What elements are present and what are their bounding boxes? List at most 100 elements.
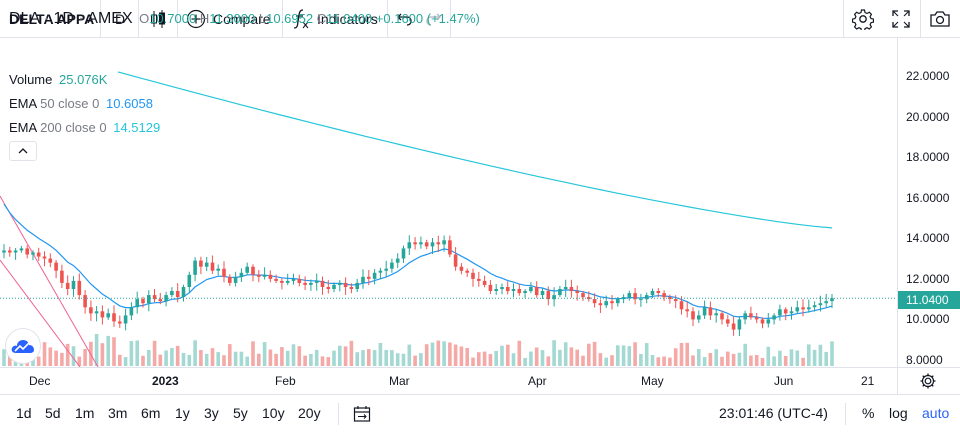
volume-bar bbox=[639, 353, 643, 366]
settings-button[interactable] bbox=[852, 0, 874, 38]
volume-bar bbox=[338, 345, 342, 366]
volume-bar bbox=[199, 350, 203, 366]
candle-body bbox=[320, 280, 325, 287]
range-5d[interactable]: 5d bbox=[45, 405, 61, 421]
range-1d[interactable]: 1d bbox=[16, 405, 32, 421]
interval-button[interactable]: D bbox=[110, 0, 130, 38]
range-3m[interactable]: 3m bbox=[108, 405, 128, 421]
chart-pane[interactable] bbox=[0, 38, 897, 367]
low-label: L bbox=[258, 11, 267, 26]
ema50-value: 10.6058 bbox=[105, 96, 153, 111]
candle-body bbox=[442, 240, 446, 245]
volume-bar bbox=[563, 342, 568, 366]
log-toggle[interactable]: log bbox=[889, 405, 908, 421]
volume-bar bbox=[650, 355, 655, 366]
time-axis[interactable]: Dec 2023 Feb Mar Apr May Jun 21 bbox=[0, 367, 960, 395]
volume-bar bbox=[558, 349, 562, 366]
volume-bar bbox=[326, 357, 331, 366]
logo-button[interactable] bbox=[5, 328, 41, 364]
snapshot-button[interactable] bbox=[929, 0, 951, 38]
ema50-label: EMA bbox=[9, 96, 37, 111]
legend-main: DLA · 1D · AMEX O10.7000 H11.3000 L10.69… bbox=[9, 10, 480, 28]
percent-toggle[interactable]: % bbox=[862, 405, 875, 421]
candle-body bbox=[685, 309, 689, 312]
candle-body bbox=[581, 293, 585, 298]
volume-bar bbox=[581, 355, 585, 366]
volume-bar bbox=[233, 351, 238, 366]
compare-button[interactable]: Compare bbox=[186, 0, 271, 38]
candle-body bbox=[436, 242, 441, 245]
range-5y[interactable]: 5y bbox=[233, 405, 248, 421]
range-20y[interactable]: 20y bbox=[298, 405, 321, 421]
candle-body bbox=[187, 274, 192, 287]
symbol-search[interactable]: DELTA APPA bbox=[0, 0, 109, 38]
candle-body bbox=[477, 278, 481, 281]
ema200-params: 200 close 0 bbox=[40, 120, 107, 135]
candle-body bbox=[714, 313, 718, 316]
volume-bar bbox=[714, 349, 718, 366]
candle-body bbox=[471, 272, 475, 279]
indicators-label: Indicators bbox=[317, 11, 378, 27]
range-1m[interactable]: 1m bbox=[75, 405, 95, 421]
time-tick: 2023 bbox=[152, 374, 179, 388]
candle-body bbox=[627, 293, 632, 298]
candle-body bbox=[361, 276, 365, 283]
gear-icon bbox=[852, 9, 874, 30]
price-scale[interactable]: 22.0000 20.0000 18.0000 16.0000 14.0000 … bbox=[897, 38, 960, 367]
chart-style-button[interactable] bbox=[148, 0, 168, 38]
volume-bar bbox=[587, 343, 591, 366]
range-6m[interactable]: 6m bbox=[141, 405, 161, 421]
volume-bar bbox=[453, 344, 458, 366]
open-label: O bbox=[139, 11, 150, 26]
clock[interactable]: 23:01:46 (UTC-4) bbox=[719, 405, 828, 421]
auto-toggle[interactable]: auto bbox=[922, 405, 950, 421]
legend-collapse-button[interactable] bbox=[9, 141, 37, 161]
undo-button[interactable] bbox=[396, 0, 414, 38]
volume-bar bbox=[534, 347, 539, 366]
time-tick: Apr bbox=[528, 374, 547, 388]
go-to-date-button[interactable] bbox=[353, 405, 371, 428]
volume-bar bbox=[477, 352, 481, 366]
volume-bar bbox=[343, 346, 348, 366]
volume-bar bbox=[187, 354, 192, 366]
candle-body bbox=[31, 252, 35, 255]
candle-body bbox=[575, 291, 579, 293]
volume-value: 25.076K bbox=[59, 72, 108, 87]
legend-volume[interactable]: Volume 25.076K bbox=[9, 72, 107, 87]
volume-bar bbox=[616, 345, 620, 366]
range-1y[interactable]: 1y bbox=[175, 405, 190, 421]
candle-body bbox=[453, 254, 458, 267]
candle-body bbox=[621, 297, 626, 300]
volume-bar bbox=[488, 354, 493, 366]
volume-bar bbox=[749, 355, 753, 366]
price-tick: 22.0000 bbox=[906, 69, 950, 83]
redo-button[interactable] bbox=[424, 0, 442, 38]
fullscreen-button[interactable] bbox=[891, 0, 911, 38]
legend-interval: 1D bbox=[53, 10, 74, 27]
price-tick: 10.0000 bbox=[906, 312, 950, 326]
volume-bar bbox=[349, 340, 354, 366]
candle-body bbox=[262, 274, 267, 277]
candle-body bbox=[679, 301, 684, 310]
candle-body bbox=[818, 303, 823, 306]
range-3y[interactable]: 3y bbox=[204, 405, 219, 421]
candle-body bbox=[384, 268, 388, 271]
candle-body bbox=[135, 299, 139, 308]
range-10y[interactable]: 10y bbox=[262, 405, 285, 421]
volume-bar bbox=[36, 356, 41, 366]
legend-exchange: AMEX bbox=[87, 10, 133, 27]
candle-body bbox=[77, 280, 82, 296]
candle-body bbox=[500, 287, 504, 289]
legend-ema50[interactable]: EMA 50 close 0 10.6058 bbox=[9, 96, 153, 111]
volume-bar bbox=[274, 353, 278, 366]
candle-body bbox=[720, 313, 724, 320]
legend-ema200[interactable]: EMA 200 close 0 14.5129 bbox=[9, 120, 160, 135]
indicators-button[interactable]: Indicators bbox=[292, 0, 378, 38]
candle-body bbox=[233, 276, 238, 283]
candle-body bbox=[812, 305, 817, 308]
axis-settings-button[interactable] bbox=[919, 372, 937, 395]
close-label: C bbox=[316, 11, 327, 26]
chevron-up-icon bbox=[18, 148, 28, 154]
volume-bar bbox=[216, 352, 220, 366]
volume-bar bbox=[465, 348, 469, 366]
